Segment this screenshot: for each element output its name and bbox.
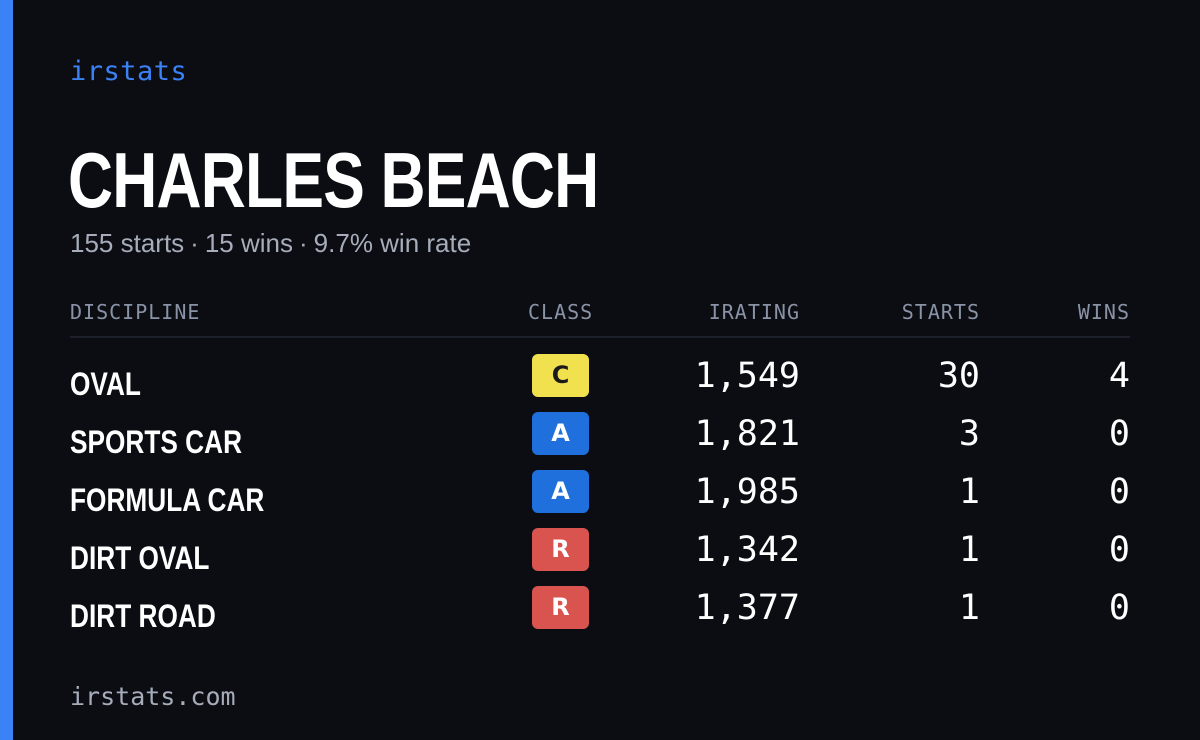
header-irating: IRATING (708, 300, 800, 324)
accent-bar (0, 0, 13, 740)
irating-value: 1,377 (694, 588, 800, 628)
table-row: DIRT OVAL R 1,342 1 0 (70, 528, 1130, 586)
summary-separator: · (190, 228, 199, 258)
irating-value: 1,821 (694, 414, 800, 454)
discipline-name: FORMULA CAR (70, 482, 265, 518)
starts-value: 30 (937, 356, 980, 396)
summary-win-rate: 9.7% win rate (313, 228, 472, 258)
irating-value: 1,342 (694, 530, 800, 570)
license-class-badge: A (532, 412, 589, 455)
discipline-name: DIRT ROAD (70, 598, 216, 634)
table-row: FORMULA CAR A 1,985 1 0 (70, 470, 1130, 528)
driver-name: CHARLES BEACH (68, 136, 599, 224)
table-row: SPORTS CAR A 1,821 3 0 (70, 412, 1130, 470)
summary-separator: · (299, 228, 308, 258)
discipline-table: DISCIPLINE CLASS IRATING STARTS WINS OVA… (70, 298, 1130, 644)
discipline-name: DIRT OVAL (70, 540, 210, 576)
header-class: CLASS (528, 300, 594, 324)
summary-wins: 15 wins (204, 228, 293, 258)
starts-value: 3 (958, 414, 980, 454)
table-header: DISCIPLINE CLASS IRATING STARTS WINS (70, 298, 1130, 338)
license-class-badge: R (532, 586, 589, 629)
summary-starts: 155 starts (70, 228, 185, 258)
wins-value: 0 (1108, 530, 1130, 570)
table-row: DIRT ROAD R 1,377 1 0 (70, 586, 1130, 644)
irating-value: 1,985 (694, 472, 800, 512)
brand-logo-text: irstats (70, 56, 188, 87)
driver-summary: 155 starts · 15 wins · 9.7% win rate (70, 228, 471, 259)
starts-value: 1 (958, 588, 980, 628)
discipline-name: SPORTS CAR (70, 424, 243, 460)
irating-value: 1,549 (694, 356, 800, 396)
header-starts: STARTS (901, 300, 980, 324)
header-wins: WINS (1077, 300, 1130, 324)
table-row: OVAL C 1,549 30 4 (70, 354, 1130, 412)
starts-value: 1 (958, 472, 980, 512)
table-body: OVAL C 1,549 30 4 SPORTS CAR A 1,821 3 0… (70, 338, 1130, 644)
wins-value: 4 (1108, 356, 1130, 396)
wins-value: 0 (1108, 472, 1130, 512)
discipline-name: OVAL (70, 366, 141, 402)
wins-value: 0 (1108, 414, 1130, 454)
starts-value: 1 (958, 530, 980, 570)
license-class-badge: A (532, 470, 589, 513)
license-class-badge: R (532, 528, 589, 571)
footer-url: irstats.com (70, 682, 236, 711)
license-class-badge: C (532, 354, 589, 397)
wins-value: 0 (1108, 588, 1130, 628)
header-discipline: DISCIPLINE (70, 300, 201, 324)
